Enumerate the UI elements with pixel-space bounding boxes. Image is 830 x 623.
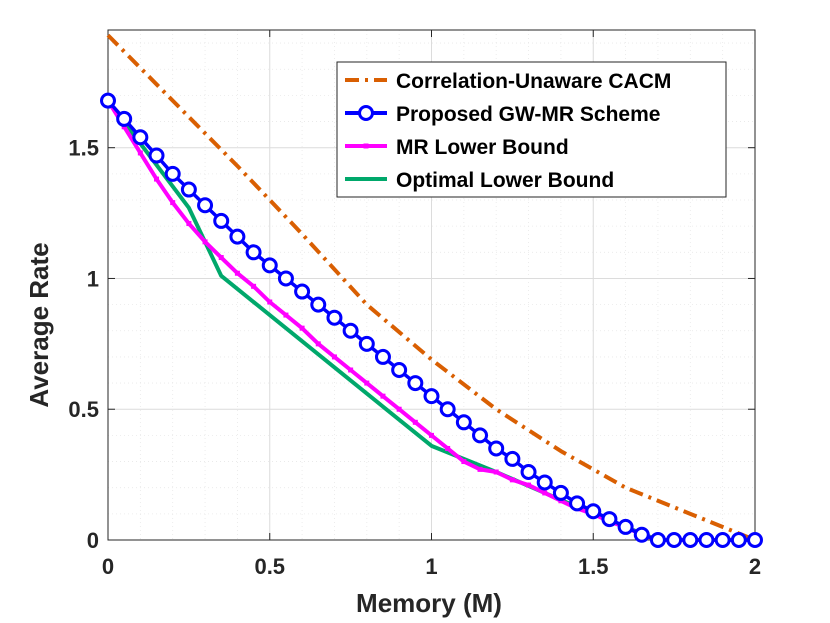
data-point — [267, 299, 273, 305]
y-tick-label: 1.5 — [68, 136, 99, 161]
data-point — [294, 283, 311, 300]
data-point — [472, 427, 489, 444]
data-point — [552, 484, 569, 501]
data-point — [148, 147, 165, 164]
legend-label: Proposed GW-MR Scheme — [396, 103, 660, 126]
data-point — [396, 406, 402, 412]
data-point — [251, 283, 257, 289]
data-point — [218, 255, 224, 261]
data-point — [536, 474, 553, 491]
legend-item-optimal-lower-bound: Optimal Lower Bound — [345, 169, 614, 192]
legend-box — [336, 61, 727, 198]
data-point — [461, 459, 467, 465]
data-point — [186, 221, 192, 227]
data-point — [245, 244, 262, 261]
data-point — [617, 518, 634, 535]
data-point — [698, 532, 715, 548]
data-point — [137, 150, 143, 156]
legend-marker — [358, 105, 374, 121]
x-axis-label: Memory (M) — [356, 588, 502, 618]
series-line — [106, 33, 756, 542]
data-point — [299, 325, 305, 331]
data-point — [439, 401, 456, 418]
data-point — [100, 92, 116, 109]
data-point — [364, 380, 370, 386]
data-point — [714, 532, 731, 548]
data-point — [649, 532, 666, 548]
data-point — [326, 309, 343, 326]
data-point — [331, 354, 337, 360]
data-point — [180, 181, 197, 198]
x-tick-label: 1 — [425, 554, 437, 579]
data-point — [358, 335, 375, 352]
x-tick-label: 0 — [102, 554, 114, 579]
data-point — [455, 414, 472, 431]
legend-marker — [363, 143, 369, 149]
series-proposed-gw-mr-scheme — [100, 92, 763, 548]
data-point — [488, 440, 505, 457]
data-point — [477, 466, 483, 472]
data-point — [213, 212, 230, 229]
data-point — [601, 511, 618, 528]
x-tick-label: 2 — [749, 554, 761, 579]
data-point — [342, 322, 359, 339]
data-point — [229, 228, 246, 245]
data-point — [315, 341, 321, 347]
series-correlation-unaware-cacm — [106, 33, 756, 542]
data-point — [504, 450, 521, 467]
data-point — [407, 375, 424, 392]
legend-label: MR Lower Bound — [396, 136, 569, 159]
data-point — [261, 257, 278, 274]
y-tick-label: 0 — [87, 528, 99, 553]
data-point — [391, 362, 408, 378]
data-point — [197, 197, 214, 214]
data-point — [730, 532, 747, 548]
legend-item-mr-lower-bound: MR Lower Bound — [345, 136, 569, 159]
legend-label: Correlation-Unaware CACM — [396, 70, 671, 93]
data-point — [633, 526, 650, 543]
data-point — [116, 110, 133, 127]
data-point — [493, 469, 499, 475]
x-tick-label: 1.5 — [578, 554, 609, 579]
x-tick-label: 0.5 — [254, 554, 285, 579]
data-point — [170, 200, 176, 206]
data-point — [520, 464, 537, 480]
legend-item-proposed-gw-mr-scheme: Proposed GW-MR Scheme — [345, 103, 660, 126]
data-point — [380, 393, 386, 399]
y-axis-label: Average Rate — [24, 242, 54, 407]
data-point — [747, 532, 763, 548]
tick-labels: 0 0.5 1 1.5 2 0 0.5 1 1.5 — [68, 136, 761, 579]
data-point — [445, 445, 451, 451]
data-point — [283, 312, 289, 318]
data-point — [374, 348, 391, 365]
series-layer — [100, 33, 763, 548]
data-point — [509, 477, 515, 483]
data-point — [666, 532, 683, 548]
data-point — [164, 165, 181, 182]
data-point — [277, 270, 294, 287]
y-tick-label: 0.5 — [68, 397, 99, 422]
data-point — [412, 419, 418, 425]
y-tick-label: 1 — [87, 266, 99, 291]
data-point — [423, 388, 440, 405]
legend-item-correlation-unaware-cacm: Correlation-Unaware CACM — [345, 70, 671, 93]
data-point — [682, 532, 699, 548]
data-point — [310, 296, 327, 313]
data-point — [132, 129, 149, 146]
data-point — [234, 270, 240, 276]
data-point — [429, 432, 434, 438]
axes — [107, 29, 756, 541]
data-point — [585, 503, 602, 520]
data-point — [526, 482, 532, 488]
data-point — [348, 367, 354, 373]
data-point — [542, 490, 548, 496]
legend-label: Optimal Lower Bound — [396, 169, 614, 192]
data-point — [569, 495, 586, 512]
data-point — [154, 176, 160, 182]
data-point — [202, 239, 208, 245]
legend: Correlation-Unaware CACM Proposed GW-MR S… — [336, 61, 727, 198]
